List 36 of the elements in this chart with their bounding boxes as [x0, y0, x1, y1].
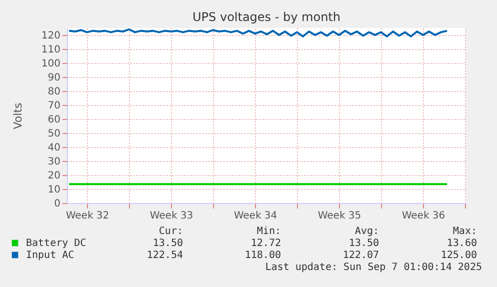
y-tick-label: 30 [48, 156, 60, 168]
y-tick-label: 40 [48, 142, 60, 154]
y-tick-label: 80 [48, 86, 60, 98]
text: 12.72 [250, 238, 281, 249]
text: Max: [452, 226, 477, 237]
x-tick-label: Week 32 [66, 210, 110, 222]
text: 13.50 [348, 238, 379, 249]
y-tick-label: 50 [48, 128, 60, 140]
y-axis-title: Volts [11, 102, 24, 130]
y-tick-label: 0 [54, 198, 60, 210]
y-tick-label: 70 [48, 100, 60, 112]
text: Cur: [158, 226, 183, 237]
text: 13.60 [446, 238, 477, 249]
text: 118.00 [244, 250, 281, 261]
y-tick-label: 60 [48, 114, 60, 126]
y-tick-label: 90 [48, 72, 60, 84]
x-tick-label: Week 36 [402, 210, 446, 222]
text: 122.07 [342, 250, 379, 261]
y-tick-label: 20 [48, 170, 60, 182]
y-tick-label: 10 [48, 184, 60, 196]
y-tick-label: 120 [41, 30, 60, 42]
text: 125.00 [440, 250, 477, 261]
text: Avg: [354, 226, 379, 237]
legend-label: Input AC [26, 250, 74, 261]
legend-label: Battery DC [26, 238, 86, 249]
text: Last update: Sun Sep 7 01:00:14 2025 [265, 262, 482, 273]
line-series [68, 28, 448, 38]
y-tick-label: 110 [41, 44, 60, 56]
x-tick-label: Week 34 [234, 210, 278, 222]
text: 13.50 [152, 238, 183, 249]
x-tick-label: Week 35 [318, 210, 362, 222]
text: 122.54 [146, 250, 183, 261]
chart-title: UPS voltages - by month [192, 10, 340, 24]
y-tick-label: 100 [41, 58, 60, 70]
x-tick-label: Week 33 [150, 210, 194, 222]
text: Min: [256, 226, 281, 237]
